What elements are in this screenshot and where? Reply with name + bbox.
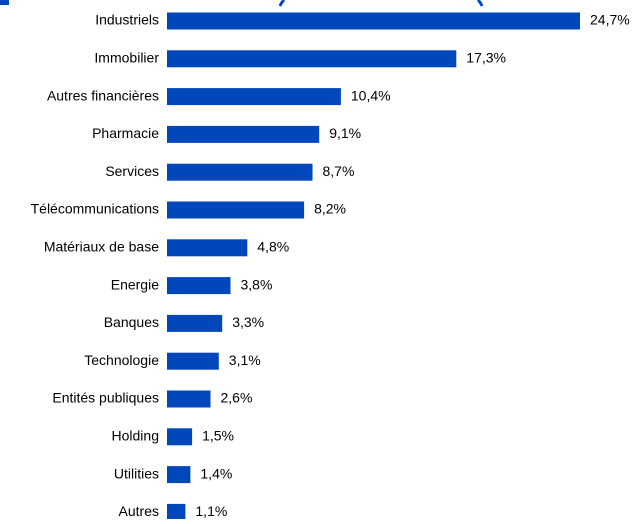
bar-5 (167, 201, 305, 219)
category-label-3: Pharmacie (92, 125, 159, 141)
value-label-13: 1,1% (195, 503, 227, 519)
category-label-10: Entités publiques (52, 390, 159, 406)
bar-10 (167, 390, 211, 408)
bar-8 (167, 314, 223, 332)
value-label-0: 24,7% (590, 12, 630, 28)
value-labels-layer: 24,7% 17,3% 10,4% 9,1% 8,7% 8,2% 4,8% 3,8% 3,3% 3… (195, 12, 629, 519)
value-label-3: 9,1% (329, 125, 361, 141)
value-label-7: 3,8% (241, 276, 273, 292)
bar-3 (167, 125, 320, 143)
category-label-12: Utilities (114, 465, 159, 481)
value-label-10: 2,6% (221, 390, 253, 406)
value-label-8: 3,3% (232, 314, 264, 330)
value-label-6: 4,8% (257, 239, 289, 255)
category-label-8: Banques (104, 314, 159, 330)
value-label-12: 1,4% (200, 465, 232, 481)
category-label-0: Industriels (95, 12, 159, 28)
value-label-4: 8,7% (323, 163, 355, 179)
bar-11 (167, 428, 193, 446)
category-label-7: Energie (111, 276, 159, 292)
category-label-13: Autres (119, 503, 159, 519)
value-label-11: 1,5% (202, 428, 234, 444)
title-fragment-paren-left (278, 0, 286, 7)
value-label-9: 3,1% (229, 352, 261, 368)
bars-layer (167, 12, 580, 521)
category-label-9: Technologie (84, 352, 159, 368)
title-fragment-paren-right (476, 0, 484, 7)
bar-12 (167, 466, 191, 484)
chart-title-fragment (0, 0, 484, 7)
category-label-2: Autres financières (47, 87, 159, 103)
category-label-1: Immobilier (94, 50, 159, 66)
category-label-11: Holding (112, 428, 159, 444)
category-labels-layer: Industriels Immobilier Autres financières P… (31, 12, 160, 519)
category-label-6: Matériaux de base (44, 239, 159, 255)
bar-6 (167, 239, 248, 257)
value-label-2: 10,4% (351, 87, 391, 103)
bar-13 (167, 503, 186, 521)
bar-1 (167, 50, 457, 68)
bar-2 (167, 88, 341, 106)
bar-9 (167, 352, 219, 370)
category-label-5: Télécommunications (31, 201, 159, 217)
bar-0 (167, 12, 580, 30)
bar-7 (167, 277, 231, 295)
bar-4 (167, 163, 313, 181)
value-label-5: 8,2% (314, 201, 346, 217)
value-label-1: 17,3% (466, 50, 506, 66)
title-fragment-left (0, 0, 9, 5)
category-label-4: Services (105, 163, 159, 179)
